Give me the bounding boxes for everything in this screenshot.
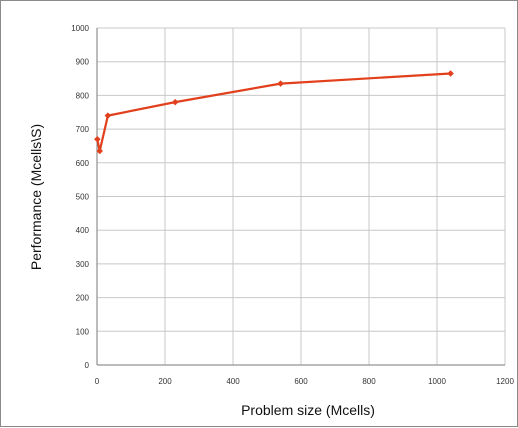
y-tick-label: 400 — [76, 226, 90, 235]
grid — [96, 27, 506, 366]
data-point — [171, 98, 179, 106]
y-tick-label: 700 — [76, 125, 90, 134]
axes — [96, 28, 505, 366]
y-tick-label: 800 — [76, 91, 90, 100]
y-tick-label: 100 — [76, 327, 90, 336]
y-tick-label: 200 — [76, 294, 90, 303]
y-tick-label: 600 — [76, 159, 90, 168]
y-tick-label: 0 — [85, 361, 90, 370]
y-tick-label: 500 — [76, 193, 90, 202]
y-tick-label: 1000 — [71, 24, 89, 33]
data-point — [447, 70, 454, 77]
x-tick-label: 1200 — [496, 377, 514, 386]
x-tick-label: 600 — [294, 377, 308, 386]
x-tick-label: 800 — [362, 377, 376, 386]
x-tick-label: 200 — [158, 377, 172, 386]
x-tick-labels: 0 200 400 600 800 1000 1200 — [95, 377, 515, 386]
x-axis-title: Problem size (Mcells) — [241, 402, 375, 418]
x-tick-label: 1000 — [428, 377, 446, 386]
x-tick-label: 0 — [95, 377, 100, 386]
y-tick-label: 900 — [76, 58, 90, 67]
x-tick-label: 400 — [226, 377, 240, 386]
data-point — [93, 135, 101, 143]
series-group — [93, 70, 454, 155]
y-axis-title: Performance (Mcells\S) — [28, 124, 44, 270]
y-tick-labels: 0 100 200 300 400 500 600 700 800 900 1000 — [71, 24, 89, 370]
data-point — [104, 112, 112, 119]
data-point — [277, 80, 284, 87]
series-line — [96, 72, 451, 153]
data-point — [96, 147, 104, 155]
y-tick-label: 300 — [76, 260, 90, 269]
